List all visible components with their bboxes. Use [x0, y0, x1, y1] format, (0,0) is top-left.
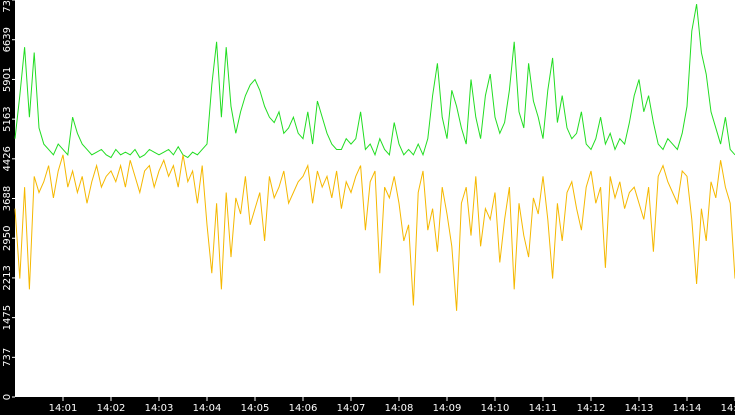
series-line — [14, 4, 735, 159]
x-tick-label: 14:10 — [481, 403, 510, 414]
x-tick-label: 14:02 — [97, 403, 126, 414]
x-tick-label: 14:03 — [145, 403, 174, 414]
x-tick-label: 14:04 — [193, 403, 222, 414]
x-tick-label: 14:11 — [529, 403, 558, 414]
x-tick-label: 14:09 — [433, 403, 462, 414]
x-tick-label: 14:13 — [625, 403, 654, 414]
y-tick-label: 0 — [2, 394, 13, 400]
x-tick-label: 14:05 — [241, 403, 270, 414]
y-tick-label: 6639 — [2, 27, 13, 52]
x-tick-label: 14:06 — [289, 403, 318, 414]
y-tick-label: 5163 — [2, 106, 13, 131]
y-tick-label: 5901 — [2, 67, 13, 92]
x-tick-label: 14:07 — [337, 403, 366, 414]
x-tick-label: 14:15 — [721, 403, 735, 414]
x-axis-band — [0, 397, 735, 415]
y-tick-label: 4426 — [2, 146, 13, 171]
series-line — [14, 154, 735, 311]
y-tick-label: 2213 — [2, 265, 13, 290]
x-tick-label: 14:01 — [49, 403, 78, 414]
y-tick-label: 1475 — [2, 305, 13, 330]
x-tick-label: 14:12 — [577, 403, 606, 414]
y-tick-label: 7377 — [2, 0, 13, 13]
y-tick-label: 3688 — [2, 186, 13, 211]
y-tick-label: 2950 — [2, 226, 13, 251]
x-tick-label: 14:14 — [673, 403, 702, 414]
y-tick-label: 737 — [2, 348, 13, 367]
x-tick-label: 14:08 — [385, 403, 414, 414]
y-axis-band — [0, 0, 15, 415]
